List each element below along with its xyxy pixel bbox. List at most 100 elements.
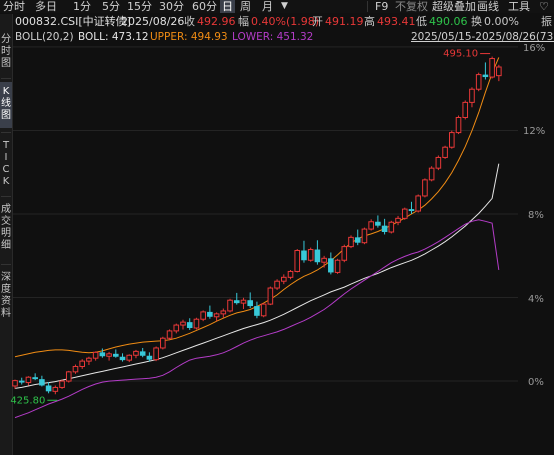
quote-date: 2025/08/26 (121, 15, 185, 28)
candle-body (287, 270, 294, 278)
no-adjust-button[interactable]: 不复权 (395, 0, 428, 13)
candle (428, 166, 435, 182)
period-tab-multiday[interactable]: 多日 (35, 0, 57, 13)
candle (435, 155, 442, 171)
candle (213, 312, 220, 322)
boll-lower-line (14, 219, 500, 419)
sidebar-item-kline[interactable]: K线图 (0, 82, 12, 128)
f9-button[interactable]: F9 (375, 0, 389, 13)
candle (381, 218, 388, 235)
candle (18, 377, 25, 385)
super-overlay-button[interactable]: 超级叠加 (432, 0, 476, 13)
candle (401, 207, 408, 220)
sidebar-item-tick[interactable]: TICK (0, 136, 12, 192)
candle (32, 373, 38, 381)
indicator-bar: BOLL(20,2) BOLL: 473.12 UPPER: 494.93 LO… (0, 30, 554, 44)
candle-body (133, 350, 139, 356)
candle (260, 303, 267, 318)
turnover-value: 0.00% (484, 15, 519, 28)
candle-body (247, 300, 253, 307)
candle-body (32, 377, 38, 380)
date-range[interactable]: 2025/05/15-2025/08/26(73日) (411, 31, 554, 43)
candle-body (193, 318, 200, 329)
change-label: 幅 (238, 15, 249, 28)
candle-body (341, 246, 348, 261)
candle-body (368, 221, 374, 230)
candle (200, 310, 206, 322)
high-label: 高 (364, 15, 375, 28)
candle-body (99, 352, 106, 357)
candle-body (334, 259, 341, 273)
candle (254, 301, 260, 319)
sidebar-item-label: 深度资料 (1, 272, 11, 319)
candle-body (388, 221, 395, 233)
candle-body (186, 322, 193, 328)
period-tab-60min[interactable]: 60分 (192, 0, 217, 13)
candle (227, 298, 233, 313)
candle-body (119, 356, 126, 361)
candle (52, 385, 59, 395)
candle-body (267, 287, 274, 305)
candle-body (79, 360, 86, 367)
candle (314, 240, 321, 265)
candle-body (449, 132, 455, 148)
period-tab-30min[interactable]: 30分 (159, 0, 184, 13)
indicator-name[interactable]: BOLL(20,2) (15, 31, 74, 43)
period-tab-timeshare[interactable]: 分时 (3, 0, 25, 13)
pct-tick-label: 0% (528, 377, 544, 388)
candle-body (422, 179, 428, 197)
sidebar-item-label: 成交明细 (1, 204, 11, 251)
candle-body (294, 250, 301, 272)
candle-body (45, 385, 52, 392)
low-label: 低 (416, 15, 427, 28)
candle (462, 100, 469, 120)
candle-body (435, 156, 442, 169)
candle (153, 346, 159, 362)
pct-tick-label: 8% (528, 210, 544, 221)
candle (126, 354, 133, 363)
candle-body (301, 250, 307, 261)
sidebar-item-timeshare[interactable]: 分时图 (0, 30, 12, 74)
candle-body (92, 351, 99, 359)
candle-body (25, 376, 32, 384)
pct-tick-label: 4% (528, 294, 544, 305)
candle (106, 351, 112, 361)
period-tab-month[interactable]: 月 (262, 0, 273, 13)
chart-grid (13, 46, 518, 382)
candle-body (496, 66, 502, 77)
period-tab-15min[interactable]: 15分 (127, 0, 152, 13)
candle-body (455, 116, 462, 134)
candle-body (482, 74, 489, 78)
draw-line-button[interactable]: 画线 (477, 0, 499, 13)
candle-body (160, 337, 166, 349)
sidebar-item-label: TICK (2, 140, 10, 187)
sidebar-item-depth-data[interactable]: 深度资料 (0, 268, 12, 328)
candle (247, 292, 253, 309)
candle (294, 249, 301, 273)
candle (207, 305, 213, 319)
heart-icon[interactable]: ♡ (539, 0, 549, 13)
boll-mid-line (14, 163, 500, 389)
period-tab-1min[interactable]: 1分 (73, 0, 91, 13)
candle-body (213, 313, 220, 318)
tools-button[interactable]: 工具 (508, 0, 530, 13)
candle (193, 317, 200, 330)
period-tab-day[interactable]: 日 (220, 0, 235, 13)
period-tab-5min[interactable]: 5分 (102, 0, 120, 13)
price-annotations: 495.10 425.80 (10, 49, 491, 406)
caret-down-icon[interactable]: ▼ (281, 1, 288, 11)
candle (442, 145, 448, 159)
upper-value: UPPER: 494.93 (150, 31, 228, 43)
turnover-label: 换 (471, 15, 482, 28)
close-value: 492.96 (197, 15, 236, 28)
period-tab-week[interactable]: 周 (240, 0, 251, 13)
candle-body (469, 88, 475, 103)
sidebar-item-trade-detail[interactable]: 成交明细 (0, 200, 12, 260)
candle (395, 215, 401, 226)
candle-body (52, 386, 59, 392)
security-code: 000832.CSI[中证转债] (15, 15, 131, 28)
candle (240, 297, 247, 309)
candle (408, 201, 415, 214)
candle-body (200, 311, 206, 320)
